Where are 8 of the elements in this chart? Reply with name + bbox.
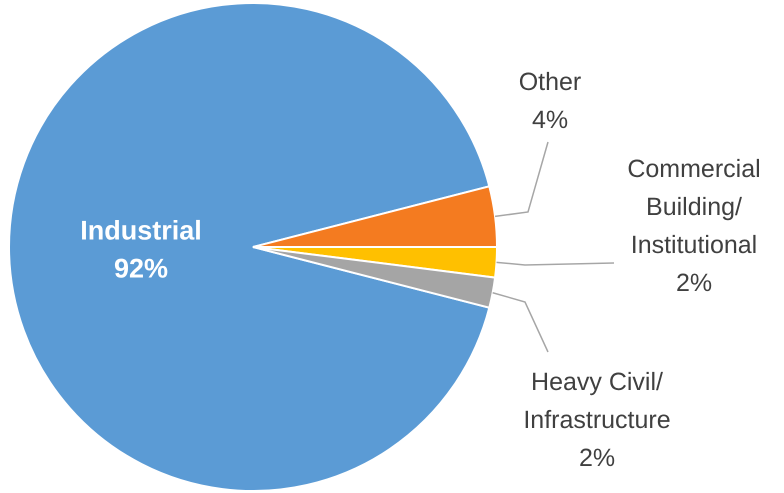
slice-label: Heavy Civil/ Infrastructure	[523, 368, 671, 434]
slice-label: Other	[518, 68, 582, 96]
slice-label: Commercial Building/ Institutional	[627, 154, 761, 259]
data-label: 2%	[676, 268, 712, 297]
data-label: 2%	[578, 444, 616, 472]
slice-label: Industrial	[80, 215, 202, 246]
data-label: 92%	[114, 253, 168, 284]
data-label: 4%	[532, 106, 568, 134]
